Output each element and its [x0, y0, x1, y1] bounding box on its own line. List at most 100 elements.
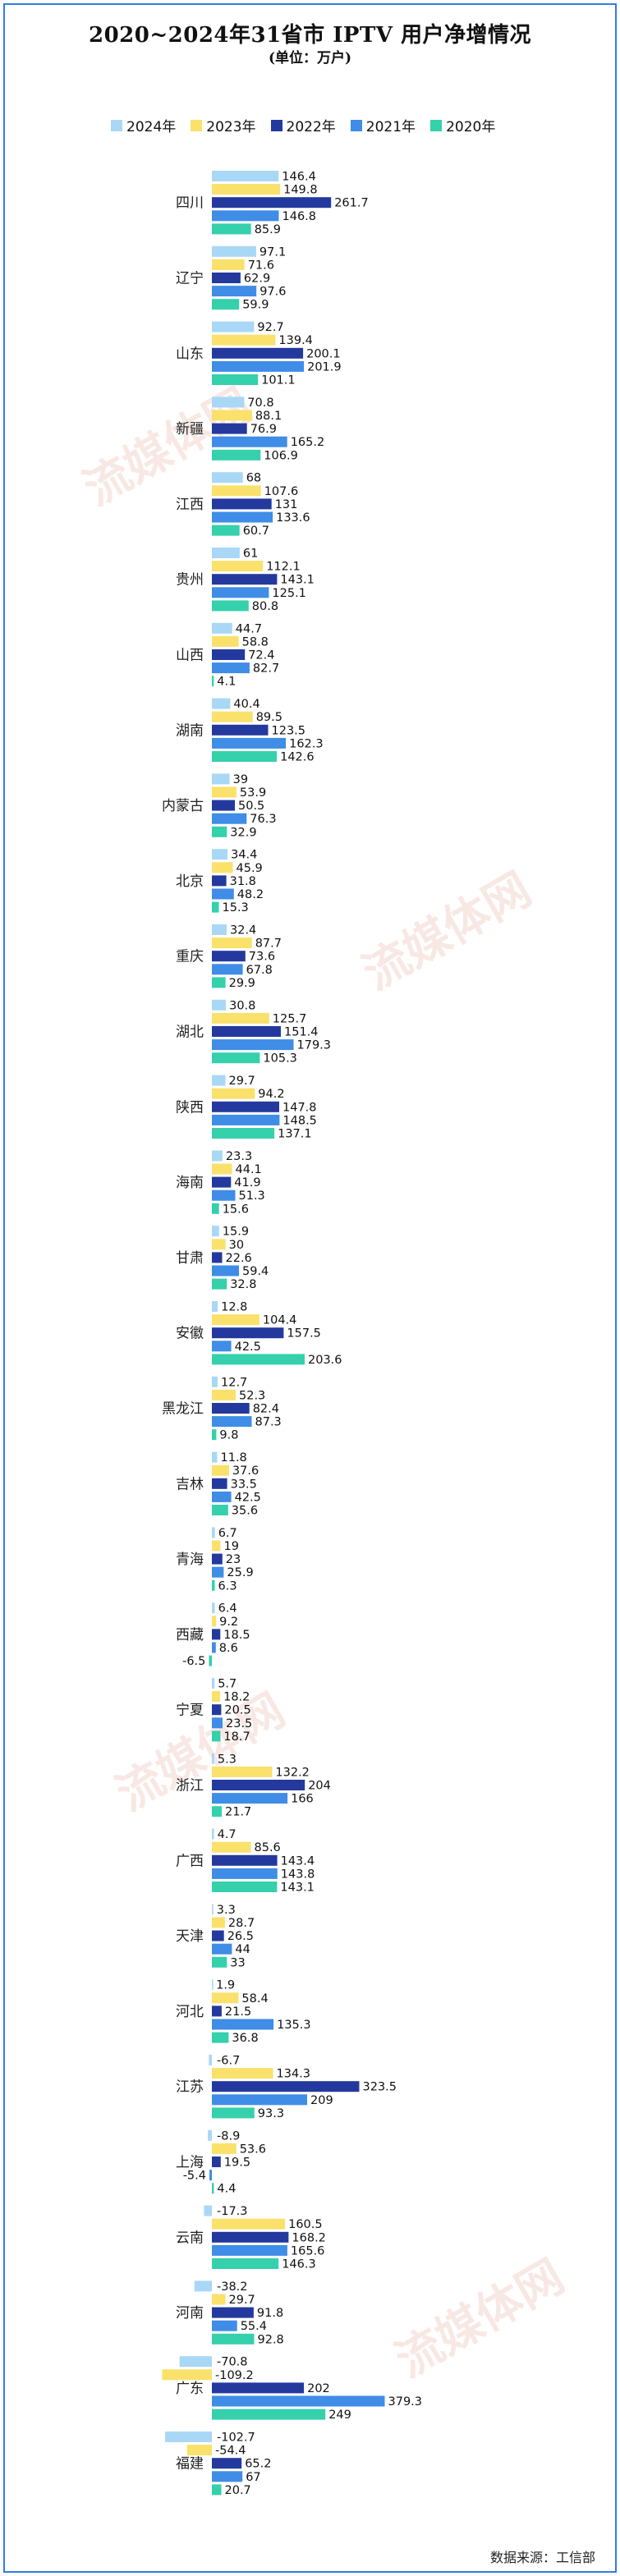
bar-2022: [212, 197, 332, 209]
bar-2024: [212, 1678, 215, 1689]
bar-2020: [212, 1128, 275, 1139]
data-label-2023: 30: [229, 1239, 244, 1252]
bar-2022: [212, 1403, 250, 1414]
bar-2024: [212, 472, 243, 484]
legend-swatch-2024: [111, 119, 122, 131]
bar-2024: [212, 321, 255, 332]
data-label-2020: 105.3: [263, 1052, 297, 1066]
data-label-2022: 65.2: [245, 2458, 271, 2471]
data-label-2022: 143.1: [280, 574, 315, 587]
data-label-2024: 70.8: [247, 396, 273, 410]
data-label-2024: 29.7: [229, 1075, 255, 1088]
bar-2024: [212, 1753, 214, 1764]
bar-2021: [209, 2170, 212, 2181]
data-label-2022: 131: [275, 498, 298, 511]
data-label-2023: 104.4: [263, 1314, 297, 1327]
data-label-2024: 3.3: [217, 1904, 236, 1917]
data-label-2020: 85.9: [255, 223, 281, 236]
data-label-2024: -8.9: [217, 2129, 240, 2143]
bar-2024: [212, 1075, 226, 1086]
data-label-2021: 51.3: [239, 1189, 265, 1203]
data-label-2020: 21.7: [225, 1806, 251, 1819]
bar-2022: [212, 1704, 222, 1716]
bar-2020: [212, 600, 249, 612]
data-label-2021: 67.8: [246, 964, 273, 977]
bar-2022: [212, 2157, 221, 2167]
bar-2022: [212, 347, 304, 359]
bar-2022: [212, 875, 227, 887]
data-label-2023: 44.1: [236, 1163, 262, 1176]
bar-2023: [212, 1616, 217, 1627]
bar-2022: [212, 1854, 278, 1866]
bar-2023: [212, 1766, 273, 1777]
category-label: 上海: [176, 2155, 204, 2171]
bar-2020: [212, 2107, 255, 2119]
bar-2023: [212, 1314, 259, 1326]
data-label-2023: 71.6: [248, 259, 274, 272]
data-label-2020: 32.9: [230, 826, 256, 839]
bar-2023: [212, 862, 233, 873]
data-label-2023: 107.6: [264, 485, 299, 498]
bar-2023: [212, 1917, 225, 1928]
bar-2020: [212, 1429, 217, 1441]
data-label-2021: 165.2: [291, 436, 325, 449]
data-label-2021: 8.6: [219, 1642, 238, 1655]
bar-2023: [212, 2218, 286, 2230]
data-label-2021: 67: [246, 2471, 260, 2484]
bar-2023: [162, 2369, 212, 2381]
data-label-2022: 62.9: [244, 273, 270, 286]
bar-2020: [212, 1505, 228, 1515]
data-label-2022: 76.9: [250, 423, 277, 436]
bar-2021: [212, 1717, 223, 1729]
bar-2021: [212, 813, 247, 824]
data-label-2021: 48.2: [237, 888, 264, 901]
data-label-2024: -102.7: [217, 2432, 255, 2445]
data-label-2023: 94.2: [258, 1088, 284, 1101]
data-label-2021: 162.3: [289, 737, 324, 750]
data-label-2023: 52.3: [239, 1389, 265, 1402]
data-label-2020: 249: [328, 2409, 351, 2422]
category-label: 河南: [176, 2305, 204, 2322]
data-label-2024: -70.8: [217, 2356, 248, 2369]
bar-2024: [212, 999, 227, 1011]
bar-2022: [212, 951, 246, 962]
bar-2021: [212, 360, 305, 372]
data-label-2024: 34.4: [231, 849, 257, 862]
bar-2021: [212, 1416, 252, 1428]
bar-2024: [194, 2280, 212, 2292]
data-label-2021: 82.7: [253, 662, 279, 676]
data-label-2023: 112.1: [266, 561, 301, 574]
chart-title: 2020~2024年31省市 IPTV 用户净增情况: [88, 23, 532, 48]
data-label-2024: 1.9: [216, 1979, 235, 1992]
bar-2020: [212, 1882, 278, 1892]
data-label-2022: 41.9: [234, 1176, 260, 1189]
bar-2021: [212, 1189, 236, 1201]
bar-2020: [212, 826, 227, 837]
legend-swatch-2020: [430, 119, 443, 131]
data-label-2021: 146.8: [282, 210, 317, 223]
data-label-2022: 157.5: [287, 1327, 321, 1341]
bar-2023: [212, 2068, 273, 2079]
bar-2022: [212, 574, 278, 585]
bar-2023: [212, 1088, 255, 1099]
data-label-2023: 125.7: [273, 1012, 307, 1025]
data-label-2023: 87.7: [255, 937, 282, 951]
data-label-2023: -54.4: [215, 2445, 246, 2458]
data-label-2024: 68: [246, 472, 261, 485]
data-label-2020: 60.7: [243, 525, 269, 538]
data-label-2021: 166: [291, 1793, 314, 1806]
category-label: 辽宁: [176, 271, 204, 287]
bar-2024: [212, 1904, 214, 1915]
data-label-2024: 39: [233, 773, 248, 786]
bar-2020: [212, 2032, 229, 2043]
bar-2020: [212, 2409, 326, 2420]
data-label-2022: 26.5: [227, 1930, 254, 1943]
legend-label-2022: 2022年: [286, 119, 336, 135]
data-label-2023: 28.7: [228, 1917, 255, 1930]
bar-2022: [212, 498, 272, 510]
bar-2023: [212, 635, 239, 647]
data-label-2022: 91.8: [257, 2307, 283, 2320]
data-label-2021: 25.9: [227, 1566, 253, 1579]
legend-label-2023: 2023年: [206, 119, 256, 135]
bar-2024: [212, 773, 230, 785]
